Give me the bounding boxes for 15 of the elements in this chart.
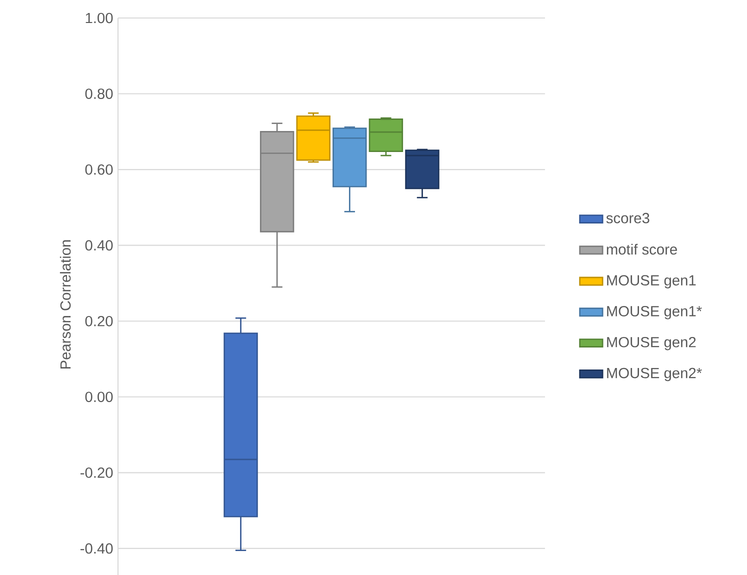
y-tick-label: 0.60 bbox=[85, 164, 113, 175]
y-tick-label: 0.20 bbox=[85, 316, 113, 326]
legend-label: motif score bbox=[606, 244, 677, 255]
legend-label: MOUSE gen2 bbox=[607, 336, 696, 350]
y-tick-label: -0.40 bbox=[80, 543, 113, 554]
y-tick-label: 0.00 bbox=[85, 392, 113, 402]
legend-label: score3 bbox=[606, 212, 650, 224]
legend-label: MOUSE gen2* bbox=[607, 368, 702, 382]
legend-label: MOUSE gen1* bbox=[607, 306, 702, 320]
y-tick-label: 0.40 bbox=[85, 240, 113, 251]
y-tick-label: 0.80 bbox=[85, 88, 113, 99]
legend-label: MOUSE gen1 bbox=[607, 275, 696, 288]
y-tick-label: -0.20 bbox=[80, 468, 113, 478]
y-tick-label: 1.00 bbox=[86, 12, 113, 24]
y-axis-title: Pearson Correlation bbox=[60, 240, 71, 368]
